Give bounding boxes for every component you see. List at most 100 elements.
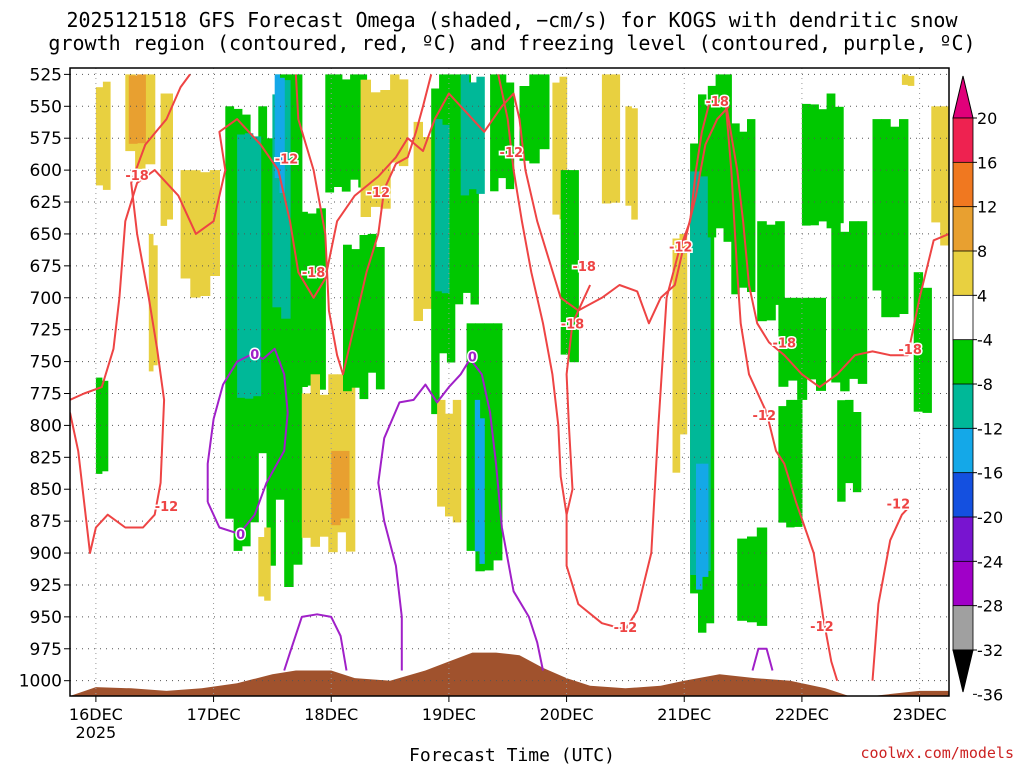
isotherm-contour [294,74,433,376]
y-tick-label: 1000 [19,672,62,692]
contour-label: -12 [500,146,524,161]
colorbar-segment [952,383,974,430]
omega-shade-band [479,418,485,564]
omega-shade-band [375,247,385,390]
contour-label: -18 [572,260,596,275]
colorbar-tick-label: 12 [977,198,997,217]
isotherm-contour [565,98,726,631]
omega-shade-band [715,74,724,229]
x-axis-label: Forecast Time (UTC) [409,745,615,766]
omega-shade-band [476,76,485,194]
omega-shade-band [700,176,711,571]
omega-shade-band [345,376,356,552]
isotherm-contour [70,73,191,554]
omega-shade-band [766,224,776,321]
omega-shade-band [737,538,748,621]
omega-shade-band [778,406,787,523]
omega-shade-band [787,297,798,381]
colorbar-segment [952,294,974,341]
freezing-level-contour [206,347,289,535]
contour-label: 0 [468,350,477,365]
contour-label: -18 [125,169,149,184]
colorbar-segment [952,560,974,607]
omega-shade-band [359,235,369,400]
omega-shade-band [319,394,329,537]
contour-label: 0 [250,348,259,363]
terrain-layer [70,652,949,696]
y-tick-label: 625 [30,193,62,213]
omega-shade-band [468,82,477,190]
omega-shade-band [552,82,561,215]
omega-shade-band [757,221,767,322]
colorbar-tick-label: 8 [977,242,987,261]
omega-shade-band [775,221,785,305]
omega-shade-band [153,245,158,366]
omega-shade-band [631,108,638,220]
colorbar-segment [952,339,974,385]
omega-shade-band [747,536,758,623]
contour-label: -18 [898,343,922,358]
omega-shade-band [340,450,350,519]
colorbar-tick-label: -12 [977,419,1003,438]
omega-shade-band [360,79,371,217]
omega-shade-band [137,74,146,144]
omega-shade-band [301,393,312,538]
omega-shade-band [519,86,530,161]
colorbar-tick-label: 16 [977,153,997,172]
y-tick-label: 525 [30,65,62,85]
omega-shade-band [144,74,156,165]
colorbar-top-arrow [952,75,974,119]
contour-label: -12 [753,409,777,424]
omega-shade-band [539,74,550,150]
colorbar-tick-label: -4 [977,331,993,350]
y-tick-label: 600 [30,161,62,181]
omega-shade-band [872,119,882,291]
omega-shade-band [778,297,789,387]
colorbar-segment [952,516,974,563]
isotherm-contour [724,99,949,389]
omega-shade-band [200,172,211,296]
y-tick-label: 775 [30,384,62,404]
omega-shade-band [350,74,359,180]
contour-label: -18 [302,266,326,281]
isotherm-contour [497,74,592,516]
omega-shade-band [490,74,499,192]
omega-shade-band [95,87,104,186]
omega-shade-band [413,121,423,322]
y-tick-label: 575 [30,129,62,149]
omega-shade-band [341,79,351,192]
y-tick-label: 925 [30,576,62,596]
omega-shade-band [148,233,154,372]
omega-shade-band [454,74,464,305]
omega-shade-band [723,74,732,242]
colorbar-tick-label: -24 [977,552,1003,571]
omega-shade-band [316,208,326,390]
omega-shade-band [422,137,432,309]
omega-shade-band [690,171,701,575]
omega-shade-band [272,94,282,308]
omega-shade-band [529,74,540,164]
omega-shade-band [497,74,507,179]
omega-shade-band [466,323,476,551]
freezing-level-contour [377,358,544,671]
omega-shade-band [470,97,479,305]
colorbar-segment [952,206,974,252]
omega-shade-band [837,400,846,502]
colorbar: 20 16 12 8 4 -4 -8 -12 -16 -20 -24 -28 -32 -36 [952,75,1003,704]
omega-shade-band [816,297,826,391]
omega-shade-band [102,81,111,190]
colorbar-tick-label: -16 [977,464,1003,483]
axes-layer: 525 550 575 600 625 650 675 700 725 750 775 800 825 8… [19,65,950,742]
omega-shade-band [731,123,740,295]
chart-title-line-1: 2025121518 GFS Forecast Omega (shaded, −… [66,8,958,32]
omega-shade-band [437,399,446,507]
x-year-label: 2025 [76,723,117,742]
x-tick-label: 20DEC [540,705,594,724]
omega-shade-band [264,527,271,601]
y-tick-label: 975 [30,640,62,660]
contour-label: 0 [236,528,245,543]
omega-shade-band [672,238,681,473]
omega-shade-band [446,74,456,363]
y-tick-label: 700 [30,289,62,309]
site-credit: coolwx.com/models [860,744,1014,762]
